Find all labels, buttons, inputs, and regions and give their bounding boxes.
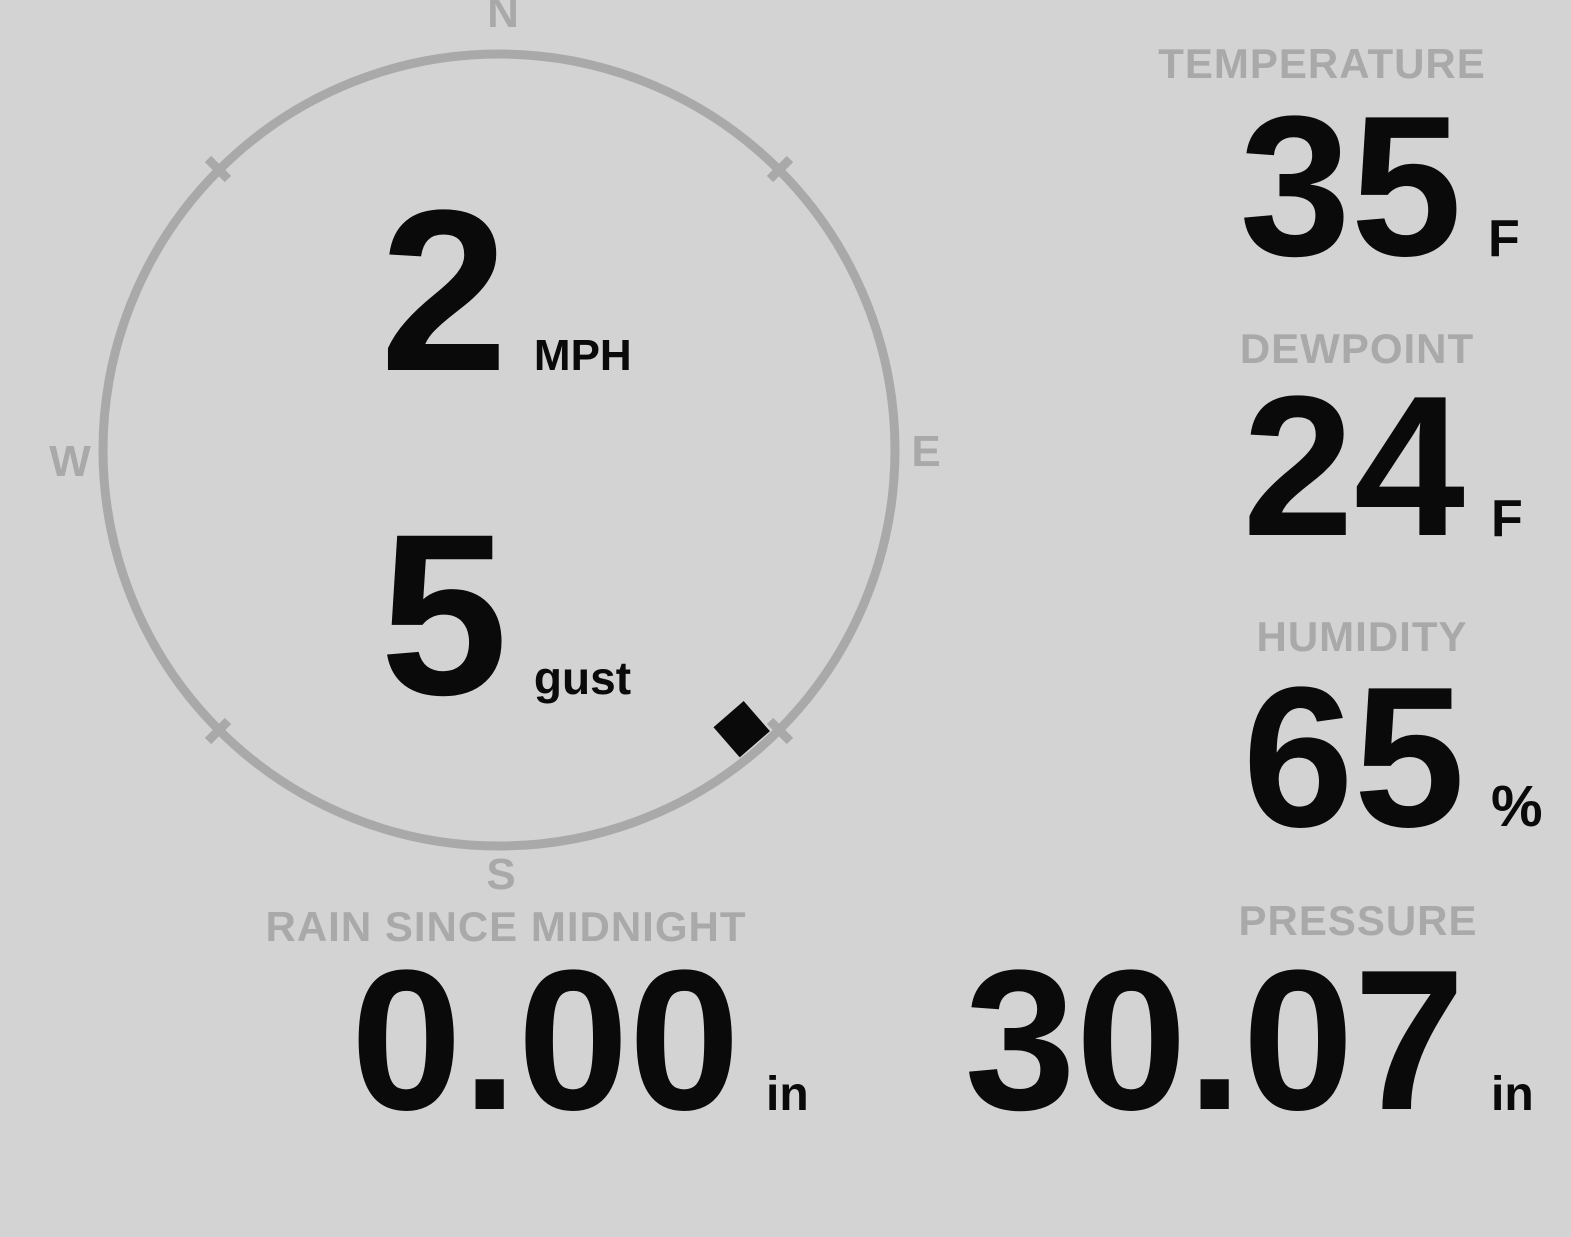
dewpoint-unit: F: [1491, 490, 1523, 548]
temperature-unit: F: [1488, 210, 1520, 268]
humidity-label: HUMIDITY: [1256, 613, 1468, 660]
humidity-value: 65: [1242, 646, 1465, 869]
compass-tick-nw: [204, 155, 232, 183]
compass-label-south: S: [486, 850, 516, 899]
wind-gust-value: 5: [380, 486, 508, 743]
pressure-readout: 30.07 in: [964, 929, 1534, 1152]
wind-speed-readout: 2 MPH: [380, 176, 632, 406]
wind-gust-unit: gust: [533, 652, 632, 704]
pressure-label: PRESSURE: [1238, 897, 1478, 944]
dewpoint-readout: 24 F: [1242, 355, 1523, 578]
humidity-unit: %: [1491, 774, 1543, 839]
compass-label-west: W: [49, 437, 91, 486]
rain-unit: in: [766, 1068, 809, 1121]
rain-value: 0.00: [350, 929, 740, 1152]
temperature-readout: 35 F: [1239, 75, 1520, 298]
rain-label: RAIN SINCE MIDNIGHT: [265, 903, 747, 950]
compass-tick-ne: [766, 155, 794, 183]
temperature-label: TEMPERATURE: [1158, 40, 1486, 87]
dewpoint-value: 24: [1242, 355, 1465, 578]
dewpoint-label: DEWPOINT: [1239, 325, 1475, 372]
pressure-value: 30.07: [964, 929, 1466, 1152]
temperature-value: 35: [1239, 75, 1462, 298]
rain-readout: 0.00 in: [350, 929, 809, 1152]
wind-speed-value: 2: [380, 162, 508, 419]
humidity-readout: 65 %: [1242, 646, 1543, 869]
pressure-unit: in: [1491, 1068, 1534, 1121]
wind-compass-dial: [98, 49, 900, 851]
wind-gust-readout: 5 gust: [380, 500, 631, 730]
compass-tick-sw: [204, 717, 232, 745]
wind-speed-unit: MPH: [533, 331, 632, 380]
wind-direction-marker: [713, 700, 770, 758]
compass-label-east: E: [911, 427, 941, 476]
compass-label-north: N: [487, 0, 519, 37]
compass-ring: [98, 49, 900, 851]
compass-tick-se: [766, 717, 794, 745]
